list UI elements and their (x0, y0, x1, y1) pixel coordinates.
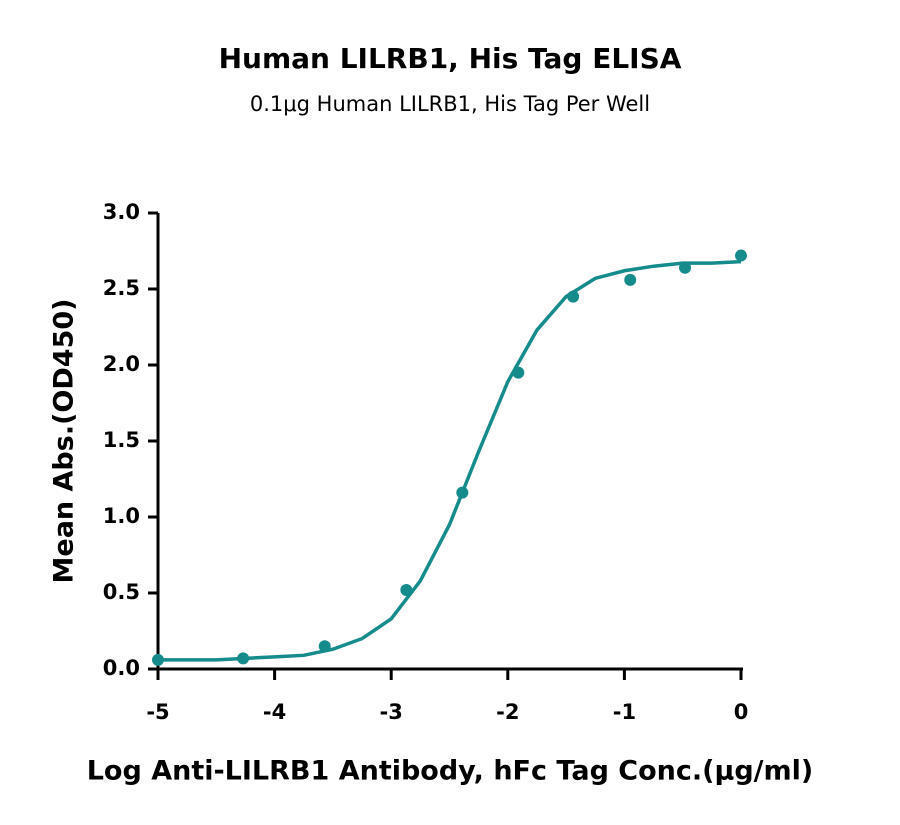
y-tick-label: 3.0 (103, 200, 140, 224)
x-tick-label: -1 (613, 700, 636, 724)
data-point (624, 273, 637, 286)
x-tick-label: -2 (496, 700, 519, 724)
y-tick-label: 0.0 (103, 656, 140, 680)
x-tick-label: -3 (380, 700, 403, 724)
x-tick-label: -5 (146, 700, 169, 724)
y-tick-label: 2.0 (103, 352, 140, 376)
y-tick-label: 1.5 (103, 428, 140, 452)
chart-subtitle: 0.1μg Human LILRB1, His Tag Per Well (250, 92, 650, 116)
fit-curve (158, 259, 742, 662)
x-tick-label: -4 (263, 700, 286, 724)
x-axis-label: Log Anti-LILRB1 Antibody, hFc Tag Conc.(… (87, 756, 814, 787)
chart-title: Human LILRB1, His Tag ELISA (219, 42, 682, 75)
y-axis-label: Mean Abs.(OD450) (49, 299, 80, 584)
data-point (735, 249, 747, 262)
y-tick-label: 1.0 (103, 504, 140, 528)
y-tick-label: 2.5 (103, 276, 140, 300)
y-tick-label: 0.5 (103, 580, 140, 604)
x-tick-label: 0 (734, 700, 749, 724)
